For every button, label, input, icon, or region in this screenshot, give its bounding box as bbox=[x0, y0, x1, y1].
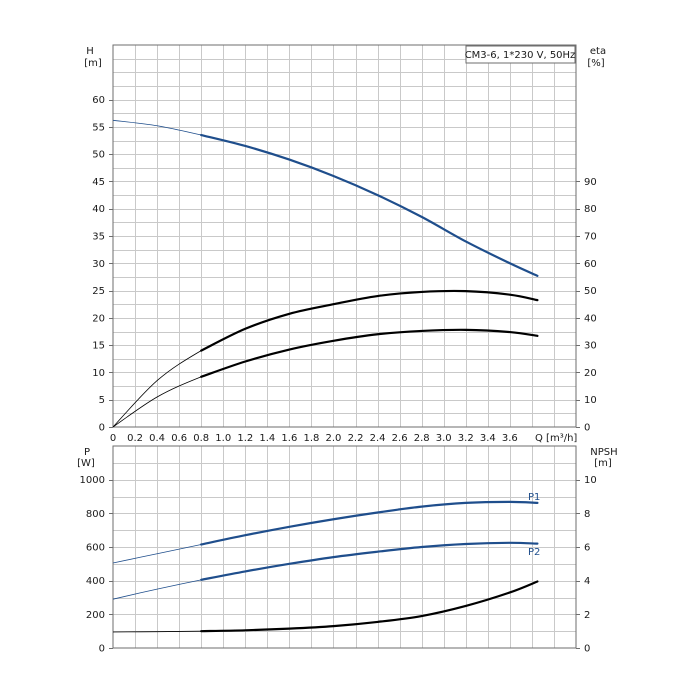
y-right-tick-label: 50 bbox=[584, 286, 597, 297]
y-right-label-top-line2: [%] bbox=[587, 58, 604, 69]
y-right-tick-label: 60 bbox=[584, 259, 597, 270]
x-tick-label: 0.2 bbox=[127, 433, 143, 444]
y-left-tick-label: 20 bbox=[92, 313, 105, 324]
x-tick-label: 1.8 bbox=[303, 433, 319, 444]
bottom-tick-labels: 0 200 400 600 800 1000 0 2 4 6 8 10 bbox=[80, 475, 597, 654]
curve-0-operating-range bbox=[200, 133, 539, 277]
curve-2-operating-range bbox=[200, 580, 539, 633]
y-left-tick-label: 55 bbox=[92, 122, 105, 133]
x-tick-label: 2.2 bbox=[348, 433, 364, 444]
y-left-tick-label: 0 bbox=[99, 644, 105, 655]
x-tick-label: 0 bbox=[110, 433, 116, 444]
y-right-tick-label: 30 bbox=[584, 341, 597, 352]
y-right-tick-label: 0 bbox=[584, 644, 590, 655]
top-curves bbox=[112, 119, 539, 428]
series-label-p2: P2 bbox=[528, 547, 540, 558]
y-right-label-bottom-line1: NPSH bbox=[590, 447, 617, 458]
y-right-tick-label: 40 bbox=[584, 313, 597, 324]
x-tick-label: 3.2 bbox=[458, 433, 474, 444]
x-tick-label: 2.4 bbox=[370, 433, 386, 444]
y-right-tick-label: 2 bbox=[584, 610, 590, 621]
y-left-tick-label: 800 bbox=[86, 509, 105, 520]
y-left-tick-label: 50 bbox=[92, 150, 105, 161]
curve-1-operating-range bbox=[200, 541, 539, 581]
y-right-tick-label: 0 bbox=[584, 423, 590, 434]
y-left-tick-label: 10 bbox=[92, 368, 105, 379]
bottom-curves bbox=[112, 500, 539, 633]
x-axis-label: Q [m³/h] bbox=[535, 433, 577, 444]
y-left-tick-label: 25 bbox=[92, 286, 105, 297]
y-right-tick-label: 4 bbox=[584, 576, 590, 587]
y-left-tick-label: 60 bbox=[92, 95, 105, 106]
y-right-tick-label: 80 bbox=[584, 204, 597, 215]
y-right-tick-label: 10 bbox=[584, 475, 597, 486]
top-tick-labels: 0 5 10 15 20 25 30 35 40 45 50 55 60 0 10 20 30 40 50 60 70 8… bbox=[92, 95, 596, 444]
y-right-tick-label: 8 bbox=[584, 509, 590, 520]
y-left-tick-label: 35 bbox=[92, 232, 105, 243]
x-tick-label: 0.4 bbox=[149, 433, 165, 444]
y-right-tick-label: 20 bbox=[584, 368, 597, 379]
x-tick-label: 2.8 bbox=[414, 433, 430, 444]
curve-1-operating-range bbox=[200, 289, 539, 352]
y-left-tick-label: 30 bbox=[92, 259, 105, 270]
y-left-tick-label: 15 bbox=[92, 341, 105, 352]
y-left-label-top-line1: H bbox=[86, 46, 94, 57]
x-tick-label: 1.2 bbox=[237, 433, 253, 444]
y-left-tick-label: 400 bbox=[86, 576, 105, 587]
x-tick-label: 3.0 bbox=[436, 433, 452, 444]
y-right-tick-label: 10 bbox=[584, 395, 597, 406]
chart-title: CM3-6, 1*230 V, 50Hz bbox=[465, 50, 576, 61]
y-left-tick-label: 45 bbox=[92, 177, 105, 188]
y-left-tick-label: 600 bbox=[86, 543, 105, 554]
x-tick-label: 1.4 bbox=[259, 433, 275, 444]
y-left-label-top-line2: [m] bbox=[84, 58, 102, 69]
y-left-tick-label: 1000 bbox=[80, 475, 105, 486]
x-tick-label: 2.0 bbox=[326, 433, 342, 444]
y-right-tick-label: 70 bbox=[584, 232, 597, 243]
x-tick-label: 0.8 bbox=[193, 433, 209, 444]
top-grid bbox=[113, 45, 576, 427]
x-tick-label: 1.6 bbox=[281, 433, 297, 444]
series-label-p1: P1 bbox=[528, 492, 540, 503]
head-efficiency-panel: 0 5 10 15 20 25 30 35 40 45 50 55 60 0 10 20 30 40 50 60 70 8… bbox=[84, 44, 606, 444]
y-left-label-bottom-line1: P bbox=[84, 447, 90, 458]
x-tick-label: 3.6 bbox=[502, 433, 518, 444]
y-left-tick-label: 200 bbox=[86, 610, 105, 621]
x-tick-label: 3.4 bbox=[480, 433, 496, 444]
curve-0-operating-range bbox=[200, 500, 539, 546]
y-right-label-top-line1: eta bbox=[590, 46, 606, 57]
y-left-tick-label: 0 bbox=[99, 423, 105, 434]
y-left-tick-label: 40 bbox=[92, 204, 105, 215]
curve-2-operating-range bbox=[200, 328, 539, 378]
x-tick-label: 1.0 bbox=[215, 433, 231, 444]
title-box bbox=[465, 45, 576, 64]
y-right-tick-label: 6 bbox=[584, 543, 590, 554]
x-tick-label: 2.6 bbox=[392, 433, 408, 444]
y-left-tick-label: 5 bbox=[99, 395, 105, 406]
y-left-label-bottom-line2: [W] bbox=[77, 458, 95, 469]
x-tick-label: 0.6 bbox=[171, 433, 187, 444]
y-right-tick-label: 90 bbox=[584, 177, 597, 188]
y-right-label-bottom-line2: [m] bbox=[594, 458, 612, 469]
